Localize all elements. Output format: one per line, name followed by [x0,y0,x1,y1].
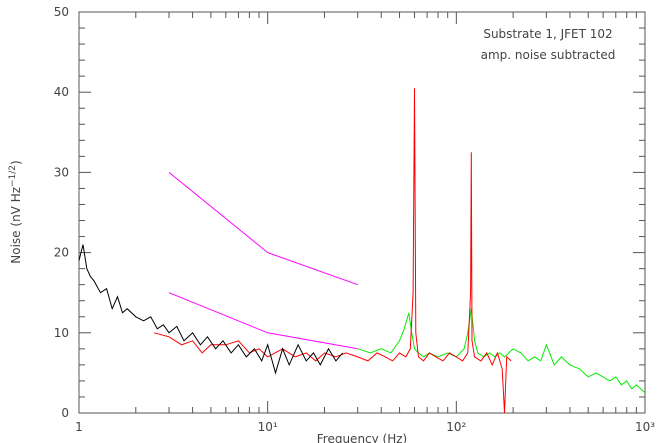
y-axis-label: Noise (nV Hz−1/2) [8,160,23,263]
plot-frame [78,11,646,414]
y-label-end: ) [9,160,23,165]
y-tick-label: 20 [54,246,69,260]
y-tick-label: 30 [54,165,69,179]
x-tick-label: 10¹ [258,420,278,434]
y-tick-label: 0 [61,406,69,420]
x-axis-label: Frequency (Hz) [317,432,408,443]
series-line [153,88,512,414]
series-line [168,292,358,350]
y-label-exp: −1/2 [8,165,18,187]
x-tick-label: 10² [446,420,466,434]
y-tick-label: 10 [54,326,69,340]
series-line [168,172,358,286]
y-tick-label: 50 [54,5,69,19]
y-tick-label: 40 [54,85,69,99]
y-label-main: Noise (nV Hz [9,187,23,264]
series-line [78,244,344,375]
annotation: amp. noise subtracted [481,48,616,62]
series-line [357,308,646,394]
x-tick-label: 10³ [635,420,655,434]
x-tick-label: 1 [75,420,83,434]
annotation: Substrate 1, JFET 102 [483,27,612,41]
